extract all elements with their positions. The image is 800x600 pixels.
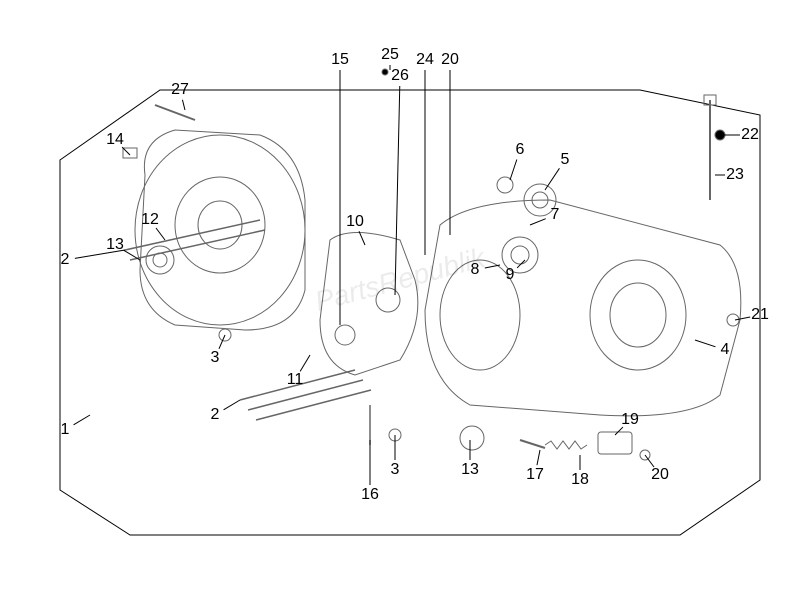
callout-label-9: 9 (506, 266, 515, 284)
leader-5 (545, 168, 559, 190)
callout-label-3b: 3 (391, 461, 400, 479)
callout-label-26: 26 (391, 67, 409, 85)
callout-label-25: 25 (381, 46, 399, 64)
callout-label-1: 1 (61, 421, 70, 439)
callout-label-10: 10 (346, 213, 364, 231)
leader-17 (537, 450, 540, 465)
callout-label-2b: 2 (211, 406, 220, 424)
callout-label-3: 3 (211, 349, 220, 367)
leader-12 (156, 228, 165, 240)
callout-label-12: 12 (141, 211, 159, 229)
callout-label-21: 21 (751, 306, 769, 324)
diagram-svg (0, 0, 800, 600)
leader-7 (530, 219, 546, 225)
callout-label-19: 19 (621, 411, 639, 429)
callout-label-11: 11 (287, 371, 304, 389)
leader-21 (735, 317, 750, 320)
callout-label-2: 2 (61, 251, 70, 269)
parts-group (123, 69, 741, 460)
leader-11 (300, 355, 310, 371)
callout-label-22: 22 (741, 126, 759, 144)
leader-26 (395, 86, 400, 295)
callout-label-20: 20 (651, 466, 669, 484)
callout-label-15: 15 (331, 51, 349, 69)
leader-1 (74, 415, 90, 425)
leader-8 (485, 265, 500, 268)
leader-10 (359, 231, 365, 245)
callout-label-7: 7 (551, 206, 560, 224)
diagram-container: PartsRepublik 12233456789101112131314151… (0, 0, 800, 600)
callout-label-20b: 20 (441, 51, 459, 69)
callout-label-13b: 13 (461, 461, 479, 479)
leader-lines (74, 65, 751, 485)
callout-label-6: 6 (516, 141, 525, 159)
leader-27 (182, 100, 185, 110)
callout-label-17: 17 (526, 466, 544, 484)
callout-label-5: 5 (561, 151, 570, 169)
callout-label-18: 18 (571, 471, 589, 489)
callout-label-13: 13 (106, 236, 124, 254)
callout-label-24: 24 (416, 51, 434, 69)
callout-label-8: 8 (471, 261, 480, 279)
callout-label-4: 4 (721, 341, 730, 359)
leader-6 (510, 159, 517, 180)
callout-label-27: 27 (171, 81, 189, 99)
callout-label-23: 23 (726, 166, 744, 184)
leader-2b (224, 400, 240, 410)
leader-4 (695, 340, 716, 347)
callout-label-14: 14 (106, 131, 124, 149)
callout-label-16: 16 (361, 486, 379, 504)
